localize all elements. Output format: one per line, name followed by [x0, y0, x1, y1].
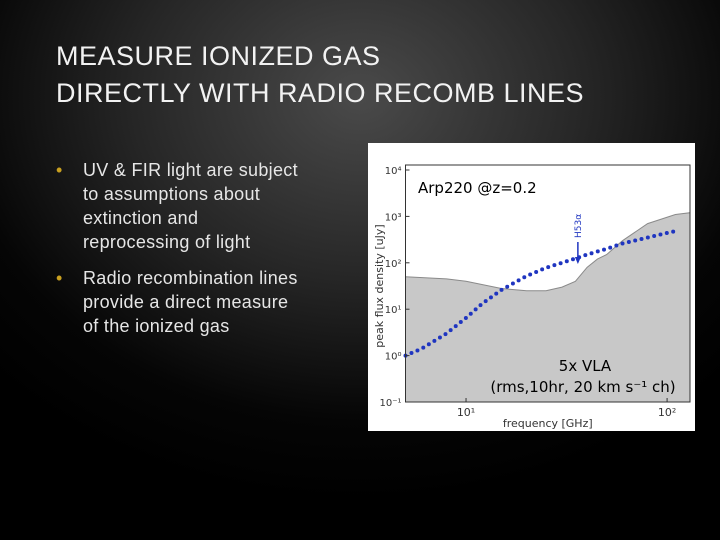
x-tick-label: 10² — [658, 406, 676, 419]
bullet-text: Radio recombination lines provide a dire… — [83, 268, 298, 336]
y-tick-label: 10⁴ — [385, 166, 402, 177]
annotation-arrowhead — [574, 257, 581, 264]
y-tick-label: 10⁻¹ — [379, 398, 401, 409]
y-tick-label: 10³ — [385, 212, 402, 223]
chart-label: 5x VLA — [559, 357, 612, 375]
bullet: • UV & FIR light are subject to assumptio… — [56, 160, 298, 252]
y-tick-label: 10² — [385, 259, 402, 270]
y-axis-label: peak flux density [uJy] — [373, 224, 386, 347]
chart-label: Arp220 @z=0.2 — [418, 179, 537, 197]
title-line: DIRECTLY WITH RADIO RECOMB LINES — [56, 78, 585, 108]
x-axis-label: frequency [GHz] — [503, 417, 593, 430]
y-tick-label: 10⁰ — [385, 352, 402, 363]
bullet-text: UV & FIR light are subject to assumption… — [83, 160, 298, 252]
y-tick-label: 10¹ — [385, 305, 402, 316]
plot-frame — [405, 164, 691, 403]
bullet-list: • UV & FIR light are subject to assumptio… — [56, 158, 306, 350]
annotation-label: H53α — [574, 214, 584, 238]
chart-label: (rms,10hr, 20 km s⁻¹ ch) — [490, 378, 675, 396]
title-line: MEASURE IONIZED GAS — [56, 41, 381, 71]
x-tick-label: 10¹ — [457, 406, 475, 419]
slide-title: MEASURE IONIZED GAS DIRECTLY WITH RADIO … — [56, 38, 584, 112]
bullet: • Radio recombination lines provide a dir… — [56, 268, 298, 336]
